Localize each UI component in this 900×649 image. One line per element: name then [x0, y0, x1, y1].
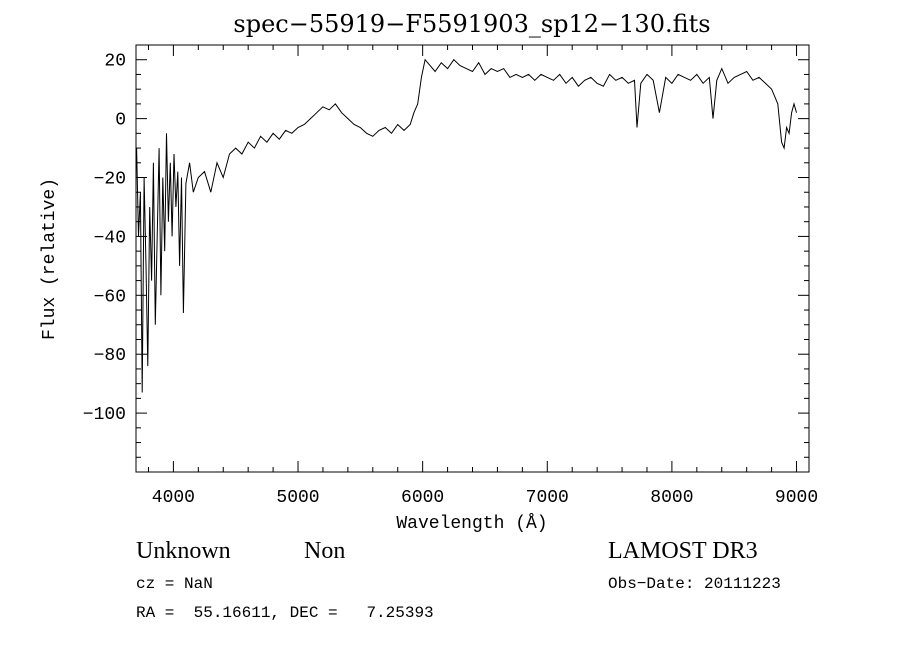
y-tick-label: −20 — [94, 170, 126, 190]
x-tick-label: 4000 — [152, 488, 195, 508]
x-tick-label: 6000 — [401, 488, 444, 508]
y-tick-label: −100 — [83, 405, 126, 425]
axis-ticks — [136, 44, 809, 473]
ra-dec-label: RA = 55.16611, DEC = 7.25393 — [136, 604, 434, 622]
x-tick-label: 5000 — [276, 488, 319, 508]
cz-label: cz = NaN — [136, 575, 213, 593]
y-tick-label: −60 — [94, 287, 126, 307]
axis-tick-labels: 4000 5000 6000 7000 8000 9000 20 0 −20 −40 −60 −80 −… — [83, 52, 818, 508]
spectrum-line — [136, 58, 797, 393]
survey-label: LAMOST DR3 — [608, 538, 758, 564]
y-tick-label: −40 — [94, 228, 126, 248]
plot-frame — [135, 44, 810, 473]
subclass-label: Non — [304, 538, 346, 564]
x-axis-label: Wavelength (Å) — [396, 513, 547, 534]
y-tick-label: −80 — [94, 346, 126, 366]
chart-title: spec−55919−F5591903_sp12−130.fits — [233, 10, 710, 38]
x-tick-label: 7000 — [526, 488, 569, 508]
obs-date-label: Obs−Date: 20111223 — [608, 575, 781, 593]
y-tick-label: 0 — [115, 111, 126, 131]
y-tick-label: 20 — [104, 52, 126, 72]
y-axis-label: Flux (relative) — [40, 178, 60, 340]
x-tick-label: 9000 — [775, 488, 818, 508]
x-tick-label: 8000 — [650, 488, 693, 508]
class-label: Unknown — [136, 538, 231, 564]
